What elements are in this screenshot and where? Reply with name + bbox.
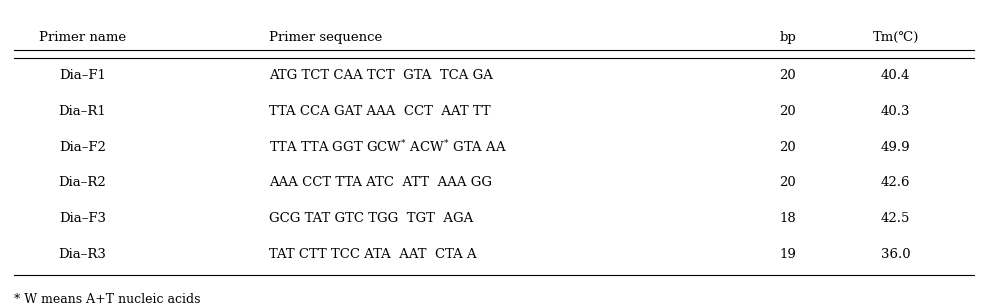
Text: 42.5: 42.5 xyxy=(881,212,910,225)
Text: * W means A+T nucleic acids: * W means A+T nucleic acids xyxy=(14,293,201,306)
Text: Dia–F3: Dia–F3 xyxy=(59,212,106,225)
Text: GCG TAT GTC TGG  TGT  AGA: GCG TAT GTC TGG TGT AGA xyxy=(269,212,473,225)
Text: 36.0: 36.0 xyxy=(881,248,911,261)
Text: Dia–F1: Dia–F1 xyxy=(59,69,106,82)
Text: 20: 20 xyxy=(780,69,796,82)
Text: Primer sequence: Primer sequence xyxy=(269,30,382,44)
Text: Primer name: Primer name xyxy=(39,30,126,44)
Text: 42.6: 42.6 xyxy=(881,176,910,189)
Text: TTA TTA GGT GCW$^{*}$ ACW$^{*}$ GTA AA: TTA TTA GGT GCW$^{*}$ ACW$^{*}$ GTA AA xyxy=(269,139,507,155)
Text: 20: 20 xyxy=(780,140,796,154)
Text: 19: 19 xyxy=(780,248,796,261)
Text: Dia–R3: Dia–R3 xyxy=(58,248,107,261)
Text: 40.3: 40.3 xyxy=(881,105,910,118)
Text: AAA CCT TTA ATC  ATT  AAA GG: AAA CCT TTA ATC ATT AAA GG xyxy=(269,176,492,189)
Text: bp: bp xyxy=(780,30,796,44)
Text: TTA CCA GAT AAA  CCT  AAT TT: TTA CCA GAT AAA CCT AAT TT xyxy=(269,105,490,118)
Text: 20: 20 xyxy=(780,105,796,118)
Text: Dia–F2: Dia–F2 xyxy=(59,140,106,154)
Text: TAT CTT TCC ATA  AAT  CTA A: TAT CTT TCC ATA AAT CTA A xyxy=(269,248,476,261)
Text: 49.9: 49.9 xyxy=(881,140,911,154)
Text: 20: 20 xyxy=(780,176,796,189)
Text: 18: 18 xyxy=(780,212,796,225)
Text: ATG TCT CAA TCT  GTA  TCA GA: ATG TCT CAA TCT GTA TCA GA xyxy=(269,69,493,82)
Text: Dia–R2: Dia–R2 xyxy=(58,176,107,189)
Text: Dia–R1: Dia–R1 xyxy=(58,105,107,118)
Text: Tm(℃): Tm(℃) xyxy=(872,30,919,44)
Text: 40.4: 40.4 xyxy=(881,69,910,82)
